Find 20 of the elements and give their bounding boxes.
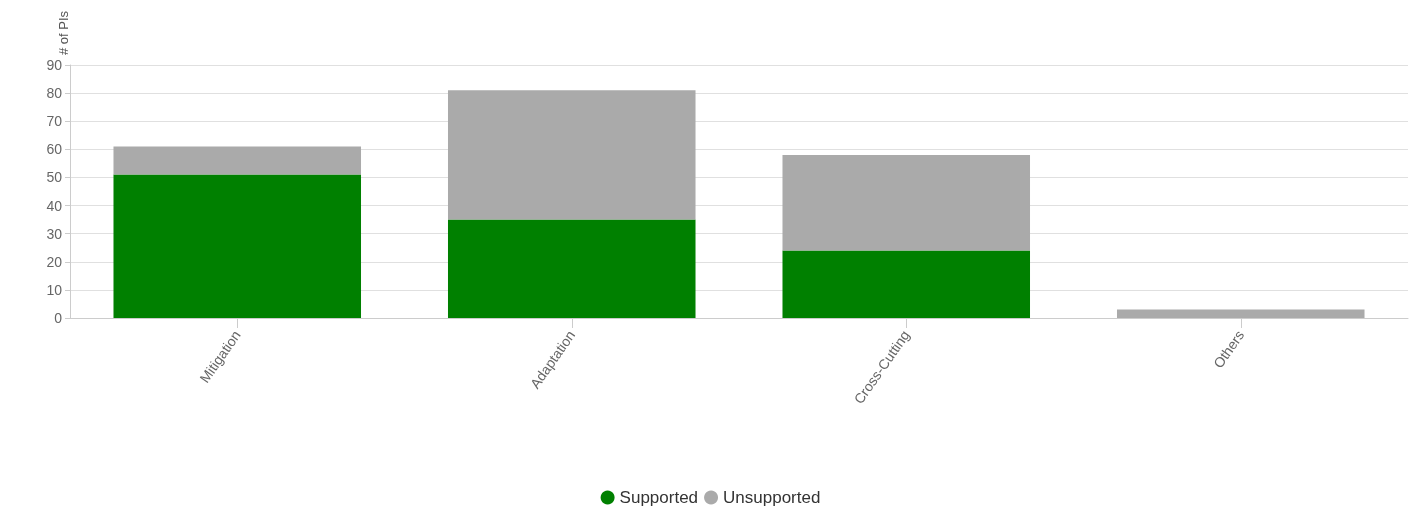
y-tick-label: 50 xyxy=(46,169,63,186)
y-tick-label: 80 xyxy=(46,85,63,102)
legend-label: Unsupported xyxy=(723,488,821,507)
bar xyxy=(447,90,696,220)
y-tick-label: 90 xyxy=(46,56,63,73)
y-tick-label: 30 xyxy=(46,225,63,242)
legend-label: Supported xyxy=(619,488,699,507)
y-tick-label: 40 xyxy=(46,197,63,214)
bar xyxy=(1116,309,1365,318)
y-tick-label: 0 xyxy=(54,310,63,326)
bar xyxy=(447,219,696,318)
bar xyxy=(782,250,1031,318)
y-tick-label: 20 xyxy=(46,253,63,270)
bar xyxy=(782,154,1031,251)
bar xyxy=(113,146,362,175)
y-axis-title: # of PIs xyxy=(56,10,71,56)
y-tick-label: 70 xyxy=(46,113,63,130)
y-tick-label: 10 xyxy=(46,281,63,298)
y-tick-label: 60 xyxy=(46,141,63,158)
bar xyxy=(113,174,362,318)
